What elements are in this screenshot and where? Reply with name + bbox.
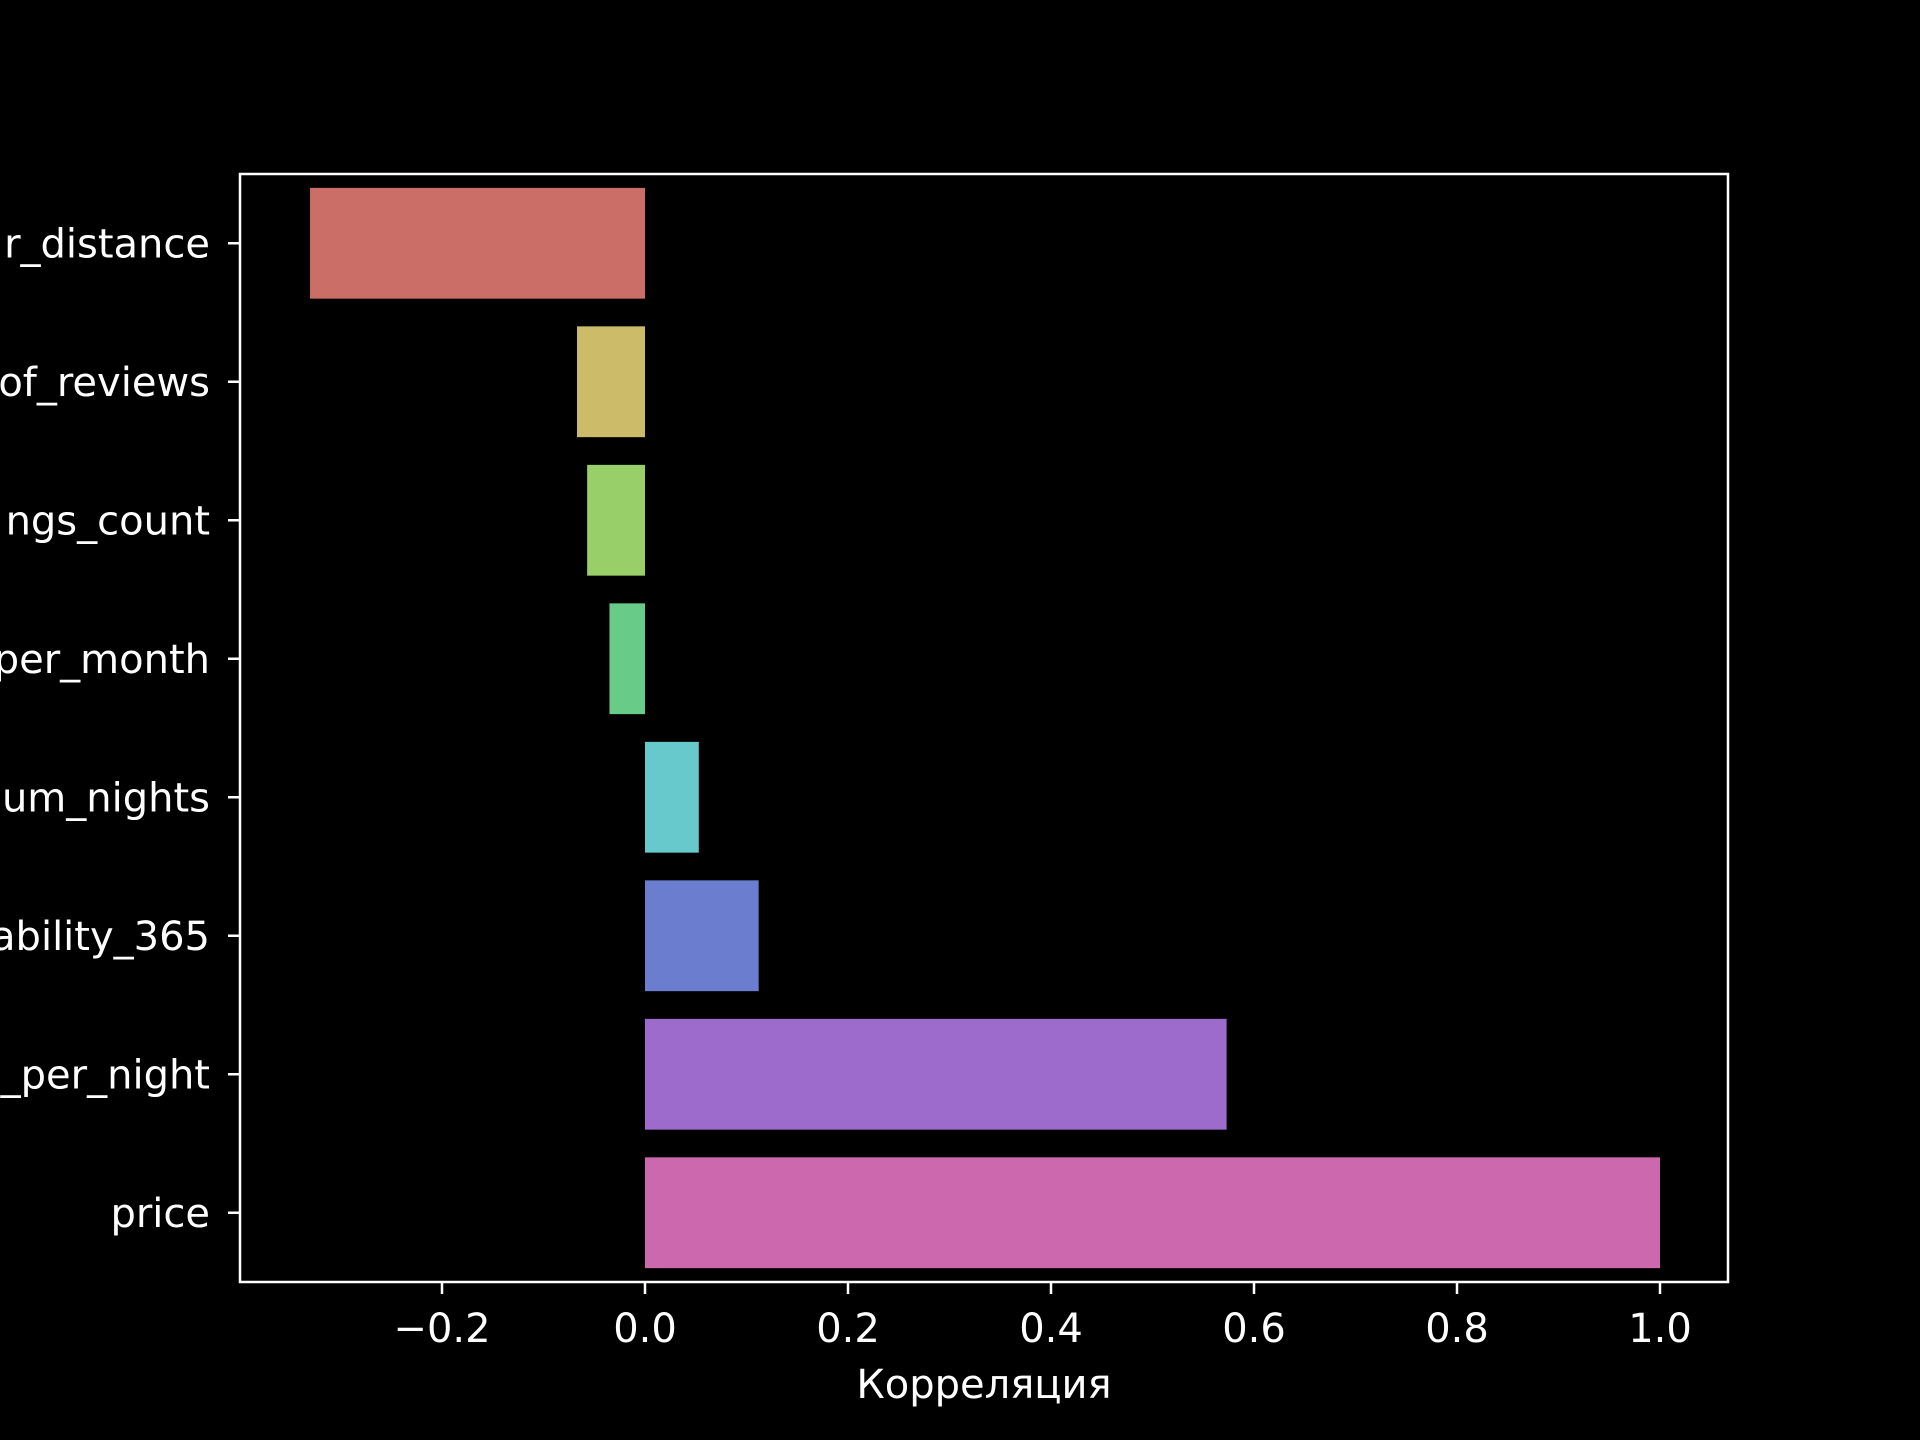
bar-2 [587, 464, 645, 576]
bar-1 [576, 326, 645, 438]
y-tick-label: price [110, 1191, 210, 1237]
y-tick-label: ability_365 [0, 914, 210, 960]
x-tick-label: 0.4 [1019, 1306, 1083, 1352]
bar-3 [609, 603, 645, 715]
x-axis-label: Корреляция [856, 1362, 1111, 1408]
x-tick-label: 0.8 [1425, 1306, 1489, 1352]
x-tick-label: 0.2 [816, 1306, 880, 1352]
x-tick-label: 0.6 [1222, 1306, 1286, 1352]
y-tick-label: um_nights [2, 775, 210, 821]
bar-5 [645, 880, 759, 992]
bar-4 [645, 741, 699, 853]
bar-0 [310, 187, 645, 299]
x-tick-label: 1.0 [1628, 1306, 1692, 1352]
bar-7 [645, 1157, 1660, 1269]
y-tick-label: of_reviews [0, 360, 210, 406]
bars-layer [310, 187, 1660, 1269]
y-tick-label: per_month [0, 637, 210, 683]
x-tick-label: 0.0 [613, 1306, 677, 1352]
y-tick-label: r_distance [4, 221, 210, 267]
plot-frame [238, 172, 1730, 1284]
y-tick-label: ngs_count [6, 498, 210, 544]
axes-layer: r_distance of_reviews ngs_count per_monthum… [0, 221, 1692, 1352]
bar-6 [645, 1018, 1227, 1130]
x-tick-label: −0.2 [393, 1306, 490, 1352]
y-tick-label: _per_night [0, 1052, 210, 1098]
